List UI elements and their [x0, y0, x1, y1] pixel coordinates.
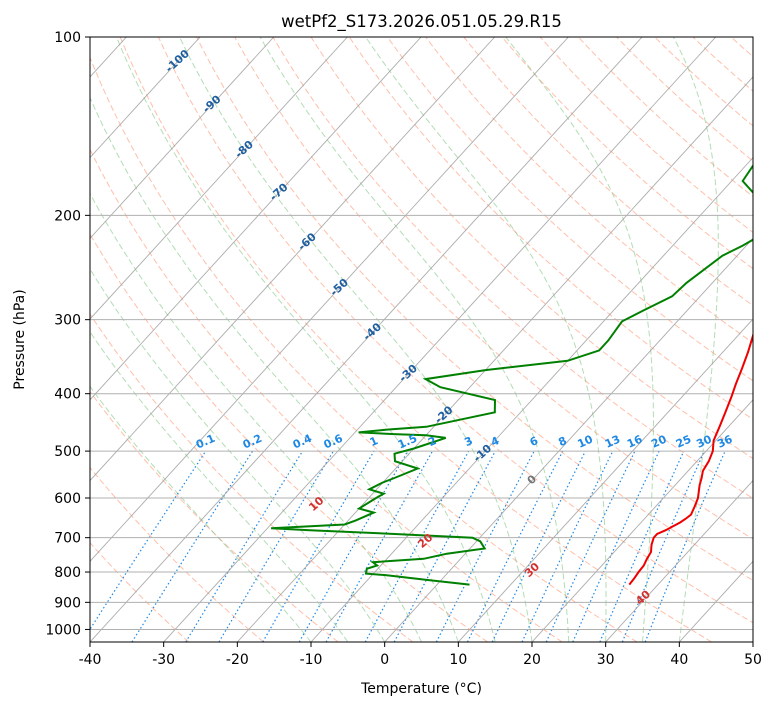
moist-adiabat [259, 37, 570, 642]
moist-adiabat [505, 37, 654, 642]
y-tick-label: 800 [54, 565, 81, 581]
mixing-ratio-line [572, 450, 660, 642]
mixing-ratio-label: 13 [603, 433, 622, 451]
isotherm [237, 76, 753, 642]
x-tick-label: 30 [597, 652, 615, 668]
isotherm [384, 237, 753, 642]
mixing-ratio-label: 20 [649, 432, 669, 450]
x-tick-label: -10 [300, 652, 323, 668]
dry-adiabat [119, 37, 712, 642]
y-axis-label: Pressure (hPa) [12, 289, 28, 389]
moist-adiabat [116, 37, 496, 642]
mixing-ratio-lines [90, 450, 726, 642]
mixing-ratio-label: 10 [576, 432, 596, 450]
isotherm [163, 37, 717, 642]
moist-adiabat [365, 37, 607, 642]
isotherms [90, 37, 753, 642]
x-tick-label: 20 [523, 652, 541, 668]
mixing-ratio-line [262, 450, 375, 642]
mixing-ratio-line [521, 450, 614, 642]
x-axis-ticks: -40 -30 -20 -10 0 10 20 30 40 50 [79, 642, 762, 668]
moist-adiabat [672, 37, 719, 642]
moist-adiabat [90, 96, 459, 642]
isotherm [531, 399, 753, 642]
mixing-ratio-line [298, 450, 409, 642]
y-tick-label: 500 [54, 444, 81, 460]
mixing-ratio-label: 16 [625, 432, 645, 450]
dry-adiabat [387, 37, 753, 382]
y-tick-label: 600 [54, 491, 81, 507]
y-tick-label: 100 [54, 30, 81, 46]
isotherm [90, 37, 496, 482]
moist-adiabat [179, 37, 533, 642]
isotherm [90, 37, 569, 562]
mixing-ratio-line [364, 450, 470, 642]
dry-adiabat [90, 233, 488, 642]
y-tick-label: 900 [54, 595, 81, 611]
isotherm [310, 156, 753, 642]
mixing-ratio-line [545, 450, 636, 642]
mixing-ratio-label: 36 [715, 432, 735, 450]
y-axis-ticks: 100 200 300 400 500 600 700 800 900 1000 [45, 30, 90, 638]
mixing-ratio-label: 25 [674, 433, 693, 451]
mixing-ratio-line [131, 450, 254, 642]
isotherm [90, 37, 201, 159]
x-tick-label: 40 [670, 652, 688, 668]
isotherm [90, 37, 643, 642]
dry-adiabat [425, 37, 753, 344]
x-tick-label: 50 [744, 652, 762, 668]
x-tick-label: -20 [226, 652, 249, 668]
moist-adiabat [90, 192, 422, 642]
mixing-ratio-line [621, 450, 705, 642]
isotherm [605, 479, 753, 642]
dry-adiabat [463, 37, 753, 307]
isotherm [90, 37, 348, 320]
isotherm [90, 37, 275, 240]
dry-adiabat [90, 390, 339, 642]
x-axis-label: Temperature (°C) [360, 681, 482, 697]
mixing-ratio-line [325, 450, 434, 642]
plot-frame [89, 36, 754, 643]
mixing-ratio-line [644, 450, 726, 642]
sounding-profiles [271, 164, 753, 586]
x-tick-label: 0 [380, 652, 389, 668]
x-tick-label: -30 [152, 652, 175, 668]
dry-adiabat [90, 56, 638, 642]
y-tick-label: 400 [54, 387, 81, 403]
y-tick-label: 200 [54, 208, 81, 224]
moist-adiabat [90, 331, 349, 642]
isotherm [458, 318, 753, 642]
dry-adiabat [90, 466, 264, 642]
y-tick-label: 700 [54, 531, 81, 547]
x-tick-label: -40 [79, 652, 102, 668]
dry-adiabat [157, 37, 753, 624]
mixing-ratio-label: 30 [694, 432, 714, 450]
mixing-ratio-line [491, 450, 586, 642]
y-tick-label: 1000 [45, 622, 81, 638]
moist-adiabats [90, 37, 719, 642]
mixing-ratio-line [218, 450, 334, 642]
pressure-gridlines [90, 37, 753, 630]
x-tick-label: 10 [449, 652, 467, 668]
isotherm [90, 37, 422, 401]
y-tick-label: 300 [54, 313, 81, 329]
temperature-line [628, 332, 753, 586]
mixing-ratio-line [185, 450, 304, 642]
dry-adiabat [501, 37, 753, 270]
dry-adiabat [234, 37, 753, 540]
moist-adiabat [90, 268, 386, 642]
dry-adiabat [90, 148, 563, 642]
dewpoint-line [271, 164, 753, 586]
plot-area: -100-90-80-70-60-50-40-30-20-100 1020304… [90, 37, 753, 642]
chart-title: wetPf2_S173.2026.051.05.29.R15 [281, 12, 562, 32]
